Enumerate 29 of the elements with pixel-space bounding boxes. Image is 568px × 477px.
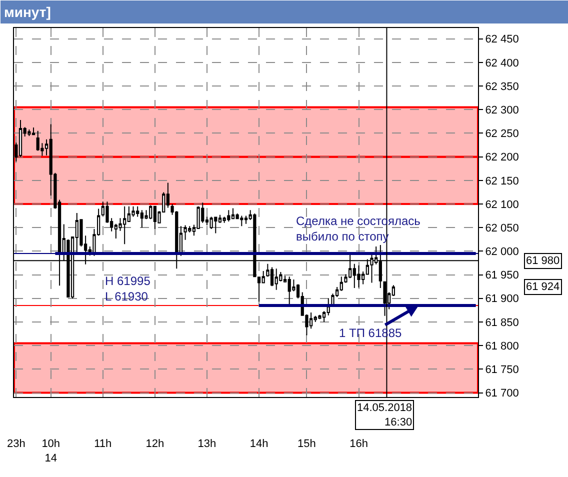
y-tick-label: 61 950: [485, 270, 519, 282]
y-tick-label: 62 100: [485, 198, 519, 211]
annotation: H 61995 L 61930: [105, 274, 151, 304]
text: 61 924: [526, 281, 560, 293]
y-tick-label: 62 000: [485, 246, 519, 258]
y-tick-label: 62 250: [485, 128, 519, 140]
y-tick-label: 62 400: [485, 57, 519, 70]
y-tick-label: 61 800: [485, 340, 519, 352]
x-tick-label: 14.05.2018 16:30: [357, 402, 412, 428]
y-tick-label: 61 750: [485, 364, 519, 376]
y-tick-label: 61 700: [485, 388, 519, 400]
y-tick-label: 62 350: [485, 80, 519, 93]
y-tick-label: 62 300: [485, 104, 519, 116]
y-tick-label: 62 200: [485, 152, 519, 164]
ref-line-label: 61 980: [526, 255, 560, 267]
chart-title: минут]: [4, 4, 51, 20]
y-tick-label: 61 850: [485, 316, 519, 329]
x-tick-label: 11h: [94, 438, 112, 450]
x-tick-label: 12h: [146, 438, 164, 450]
y-tick-label: 62 450: [485, 34, 519, 46]
y-tick-label: 62 050: [485, 222, 519, 234]
x-tick-label: 10h 14: [42, 438, 60, 464]
x-tick-label: 13h: [198, 438, 216, 450]
x-tick-label: 16h: [350, 438, 368, 450]
x-tick-label: 14h: [250, 438, 268, 450]
y-tick-label: 62 150: [485, 175, 519, 188]
y-tick-label: 61 900: [485, 293, 519, 306]
x-tick-label: 15h: [298, 438, 316, 450]
x-tick-label: 23h: [6, 438, 26, 450]
